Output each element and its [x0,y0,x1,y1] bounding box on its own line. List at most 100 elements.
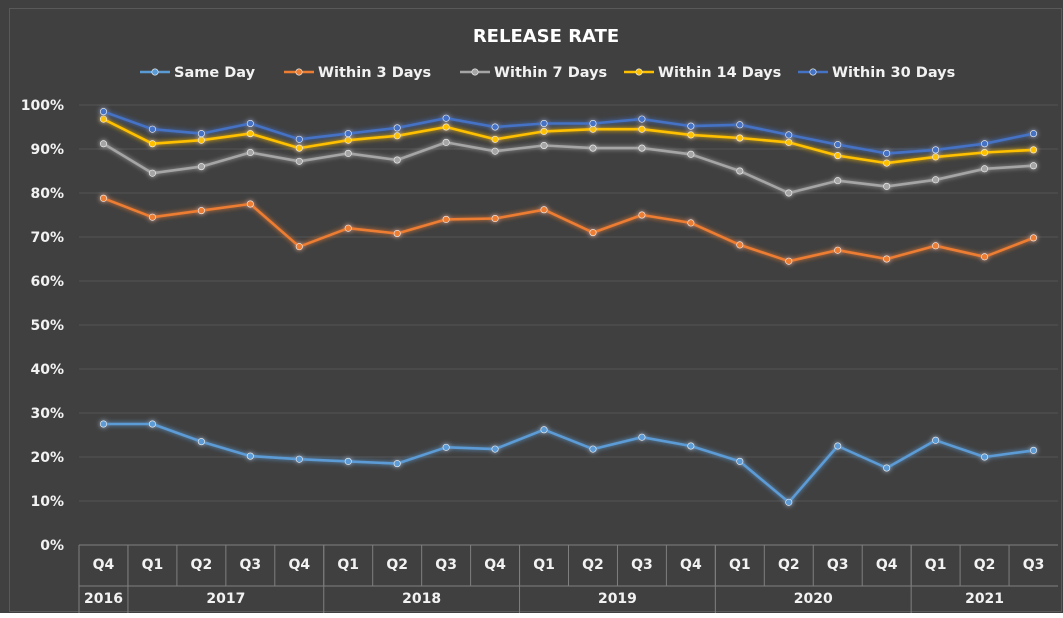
data-point [540,141,548,149]
data-point [932,146,940,154]
chart-border [9,8,1062,612]
y-tick-label: 40% [30,362,64,378]
x-tick-label: Q2 [582,557,604,573]
data-point [442,215,450,223]
data-point [981,140,989,148]
legend-label: Within 14 Days [658,65,781,81]
y-tick-label: 20% [30,450,64,466]
y-tick-label: 70% [30,230,64,246]
data-point [638,433,646,441]
x-year-label: 2019 [598,591,637,607]
data-point [785,189,793,197]
data-point [736,167,744,175]
data-point [1030,162,1038,170]
data-point [883,159,891,167]
data-point [1030,234,1038,242]
y-axis-ticks: 0% 10% 20% 30% 40% 50% 60% 70% 80% 90% 100% [21,98,64,554]
data-point [99,194,107,202]
series-line [103,197,1034,263]
data-point [99,108,107,116]
data-point [148,420,156,428]
data-point [687,442,695,450]
data-point [981,253,989,261]
data-point [687,150,695,158]
data-point [1030,146,1038,154]
data-point [197,207,205,215]
data-point [932,176,940,184]
data-point [491,445,499,453]
data-point [687,219,695,227]
data-point [736,457,744,465]
data-point [442,443,450,451]
data-point [687,122,695,130]
data-point [148,140,156,148]
legend-label: Within 7 Days [494,65,607,81]
legend-marker [151,68,159,76]
data-point [99,115,107,123]
series-line [102,117,1034,165]
data-point [344,149,352,157]
data-point [589,229,597,237]
x-tick-label: Q3 [631,557,653,573]
data-point [246,119,254,127]
legend-label: Within 30 Days [832,65,955,81]
data-point [932,242,940,250]
x-year-label: 2018 [402,591,441,607]
series-lines [99,108,1038,506]
x-tick-label: Q4 [484,557,506,573]
x-tick-label: Q4 [288,557,310,573]
x-tick-label: Q3 [1023,557,1045,573]
series-within-3-days [99,194,1038,265]
data-point [295,144,303,152]
x-year-label: 2020 [794,591,833,607]
data-point [442,138,450,146]
data-point [540,206,548,214]
data-point [491,123,499,131]
data-point [393,229,401,237]
data-point [393,156,401,164]
data-point [981,453,989,461]
data-point [834,442,842,450]
data-point [344,136,352,144]
data-point [638,211,646,219]
data-point [638,115,646,123]
data-point [246,130,254,138]
data-point [589,144,597,152]
series-line [103,422,1034,504]
data-point [393,132,401,140]
data-point [638,144,646,152]
x-tick-label: Q3 [435,557,457,573]
data-point [981,165,989,173]
data-point [1030,130,1038,138]
data-point [99,420,107,428]
data-point [197,438,205,446]
data-point [295,243,303,251]
legend-marker [809,68,817,76]
y-tick-label: 80% [30,186,64,202]
x-tick-label: Q2 [386,557,408,573]
x-tick-label: Q4 [93,557,115,573]
data-point [589,119,597,127]
data-point [540,127,548,135]
data-point [540,426,548,434]
series-line [102,141,1034,195]
data-point [883,255,891,263]
y-tick-label: 30% [30,406,64,422]
data-point [981,149,989,157]
legend-item: Same Day [140,65,256,81]
x-tick-label: Q3 [827,557,849,573]
x-tick-label: Q1 [925,557,947,573]
data-point [834,246,842,254]
data-point [491,135,499,143]
legend-marker [471,68,479,76]
data-point [491,147,499,155]
data-point [638,125,646,133]
data-point [344,130,352,138]
legend-label: Within 3 Days [318,65,431,81]
data-point [393,124,401,132]
x-tick-label: Q3 [239,557,261,573]
data-point [736,134,744,142]
